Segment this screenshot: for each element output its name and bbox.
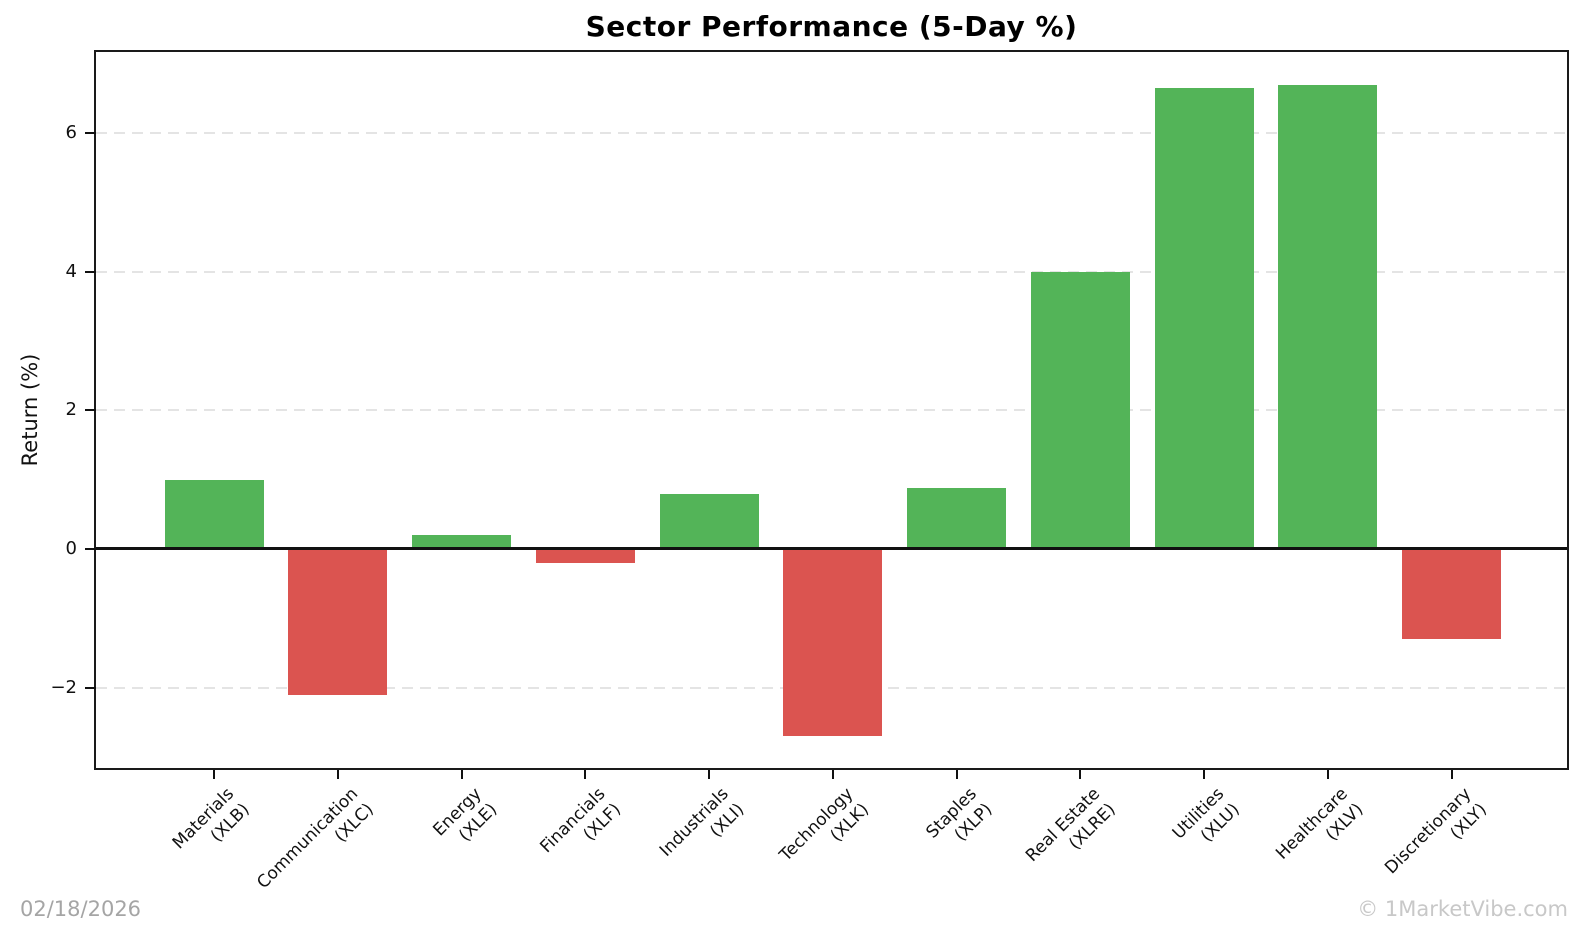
x-tick-label-xlc: Communication (XLC) — [253, 784, 379, 910]
bar-xlv — [1278, 84, 1378, 549]
zero-axis-line — [96, 547, 1567, 551]
x-tick-mark — [1450, 770, 1453, 779]
bar-xlc — [288, 548, 388, 695]
x-tick-mark — [708, 770, 710, 779]
x-tick-label-xlv: Healthcare (XLV) — [1272, 784, 1368, 880]
x-tick-mark — [831, 770, 834, 779]
y-tick-mark — [85, 132, 96, 135]
x-tick-label-xlp: Staples (XLP) — [922, 784, 997, 859]
x-tick-label-xlk: Technology (XLK) — [775, 784, 873, 882]
y-tick-mark — [85, 270, 96, 273]
date-label: 02/18/2026 — [20, 897, 142, 921]
bar-xlu — [1154, 88, 1254, 549]
plot-area — [94, 50, 1569, 770]
bar-xlp — [907, 487, 1006, 549]
y-tick-mark — [85, 686, 96, 689]
gridline-y6 — [96, 132, 1567, 135]
watermark: © 1MarketVibe.com — [1357, 897, 1568, 921]
x-tick-mark — [584, 770, 587, 779]
bar-xli — [659, 493, 759, 549]
bar-xle — [412, 535, 511, 549]
chart-title: Sector Performance (5-Day %) — [585, 10, 1078, 43]
y-tick-label: 4 — [65, 260, 77, 282]
y-tick-label: −2 — [50, 676, 77, 698]
x-tick-label-xly: Discretionary (XLY) — [1382, 784, 1493, 895]
y-tick-label: 0 — [65, 537, 77, 559]
x-tick-mark — [1326, 770, 1329, 779]
x-tick-label-xlu: Utilities (XLU) — [1169, 784, 1245, 860]
bar-xlk — [783, 548, 883, 737]
x-tick-label-xlb: Materials (XLB) — [169, 784, 255, 870]
x-tick-mark — [1203, 770, 1205, 779]
x-tick-label-xlf: Financials (XLF) — [536, 784, 626, 874]
y-tick-mark — [85, 409, 96, 412]
y-tick-mark — [85, 547, 96, 550]
x-tick-mark — [1079, 770, 1082, 779]
x-tick-mark — [460, 770, 463, 779]
bar-xly — [1402, 548, 1501, 640]
x-tick-label-xle: Energy (XLE) — [429, 784, 502, 857]
bar-xlre — [1030, 271, 1130, 549]
x-tick-label-xlre: Real Estate (XLRE) — [1022, 784, 1121, 883]
x-tick-label-xli: Industrials (XLI) — [656, 784, 749, 877]
x-tick-mark — [336, 770, 339, 779]
bar-xlb — [164, 479, 264, 549]
bar-xlf — [535, 548, 635, 563]
x-tick-mark — [213, 770, 215, 779]
gridline-y4 — [96, 270, 1567, 273]
y-tick-label: 2 — [65, 399, 77, 421]
x-tick-mark — [955, 770, 958, 779]
gridline-y2 — [96, 409, 1567, 412]
y-tick-label: 6 — [65, 122, 77, 144]
